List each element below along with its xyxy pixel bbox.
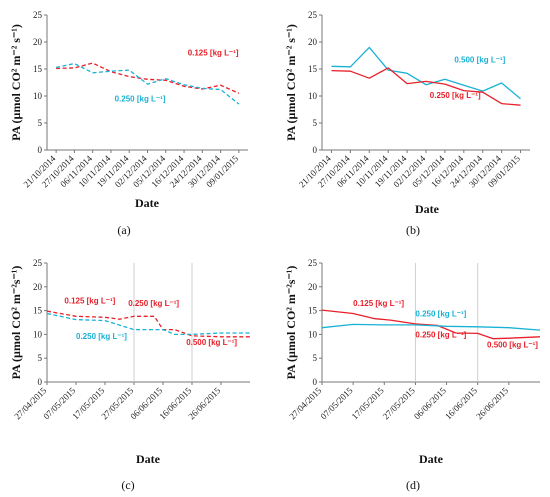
panel-c-y-axis-title: PA (µmol CO² m⁻²s⁻¹) <box>9 266 23 380</box>
panel-d-x-tick-label: 06/06/2015 <box>412 385 448 421</box>
panel-d-caption: (d) <box>406 478 420 492</box>
panel-d-y-tick-label: 10 <box>308 329 318 339</box>
panel-a-series-annotation-1: 0.125 [kg L⁻¹] <box>188 49 239 58</box>
panel-c-series-annotation-1: 0.125 [kg L⁻¹] <box>64 296 115 305</box>
panel-a-y-tick-label: 20 <box>33 37 43 47</box>
panel-c-series-annotation-3: 0.250 [kg L⁻¹] <box>76 332 127 341</box>
panel-d-x-axis-title: Date <box>419 452 444 466</box>
panel-b-caption: (b) <box>406 223 420 237</box>
panel-d-series-annotation-3: 0.250 [kg L⁻¹] <box>415 331 466 340</box>
panel-b-y-axis-title: PA (µmol CO² m⁻² s⁻¹) <box>284 24 298 141</box>
panel-c-y-tick-label: 25 <box>33 258 43 268</box>
panel-d: 0 5 10 15 20 25 27/04/201507/05/201517/05/2015… <box>284 258 541 492</box>
panel-b-y-tick-label: 10 <box>308 91 318 101</box>
panel-b-y-tick-label: 25 <box>308 10 318 20</box>
panel-a-series-annotation-2: 0.250 [kg L⁻¹] <box>115 94 166 103</box>
panel-b-series-annotation-1: 0.500 [kg L⁻¹] <box>454 56 505 65</box>
panel-d-x-tick-label: 26/06/2015 <box>474 385 510 421</box>
panel-d-series-annotation-2: 0.250 [kg L⁻¹] <box>415 309 466 318</box>
panel-d-y-tick-label: 5 <box>313 353 318 363</box>
panel-d-y-tick-label: 25 <box>308 258 318 268</box>
panel-a-y-tick-label: 5 <box>38 118 43 128</box>
panel-c-y-tick-label: 5 <box>38 353 43 363</box>
panel-a-y-tick-label: 0 <box>38 145 43 155</box>
panel-c: 051015202527/04/201507/05/201517/05/2015… <box>9 258 250 492</box>
panel-a-caption: (a) <box>117 223 130 237</box>
panel-b-y-tick-label: 0 <box>313 145 318 155</box>
panel-d-y-tick-label: 15 <box>308 306 318 316</box>
panel-c-series-line-2 <box>46 312 250 336</box>
panel-d-series-annotation-1: 0.125 [kg L⁻¹] <box>353 299 404 308</box>
panel-d-x-tick-label: 27/04/2015 <box>287 385 323 421</box>
panel-b: 051015202521/10/201427/10/201406/11/2014… <box>284 10 530 237</box>
panel-c-y-tick-label: 15 <box>33 306 43 316</box>
panel-b-x-axis-title: Date <box>415 202 440 216</box>
panel-c-x-axis-title: Date <box>136 452 161 466</box>
panel-c-caption: (c) <box>121 478 134 492</box>
panel-c-series-annotation-2: 0.250 [kg L⁻¹] <box>128 299 179 308</box>
panel-a-x-axis-title: Date <box>135 196 160 210</box>
panel-a: 051015202521/10/201427/10/201406/11/2014… <box>9 10 248 237</box>
panel-b-y-tick-label: 20 <box>308 37 318 47</box>
panel-a-series-line-2 <box>55 62 240 105</box>
panel-b-series-line-1 <box>331 46 521 100</box>
panel-d-x-tick-label: 16/06/2015 <box>443 385 479 421</box>
panel-d-y-tick-label: 20 <box>308 282 318 292</box>
panel-d-x-tick-label: 27/05/2015 <box>381 385 417 421</box>
panel-a-y-tick-label: 25 <box>33 10 43 20</box>
panel-d-y-axis-title: PA (µmol CO² m⁻²s⁻¹) <box>284 266 298 380</box>
panel-b-y-tick-label: 5 <box>313 118 318 128</box>
panel-c-x-tick-label: 26/06/2015 <box>186 385 222 421</box>
panel-d-y-tick-label: 0 <box>313 377 318 387</box>
panel-c-series-annotation-4: 0.500 [kg L⁻¹] <box>186 338 237 347</box>
panel-d-x-tick-label: 07/05/2015 <box>318 385 354 421</box>
panel-b-series-line-2 <box>331 67 521 106</box>
panel-a-y-axis-title: PA (µmol CO² m⁻² s⁻¹) <box>9 24 23 141</box>
panel-c-y-tick-label: 0 <box>38 377 43 387</box>
panel-a-series-line-1 <box>56 62 240 94</box>
panel-d-series-line-2 <box>321 323 541 331</box>
panel-b-series-annotation-2: 0.250 [kg L⁻¹] <box>430 91 481 100</box>
panel-c-series-line-1 <box>46 310 250 338</box>
panel-a-y-tick-label: 10 <box>33 91 43 101</box>
panel-b-y-tick-label: 15 <box>308 64 318 74</box>
panel-c-y-tick-label: 10 <box>33 329 43 339</box>
panel-c-y-tick-label: 20 <box>33 282 43 292</box>
panel-d-x-tick-label: 17/05/2015 <box>350 385 386 421</box>
panel-a-y-tick-label: 15 <box>33 64 43 74</box>
panel-d-series-annotation-4: 0.500 [kg L⁻¹] <box>487 340 538 349</box>
